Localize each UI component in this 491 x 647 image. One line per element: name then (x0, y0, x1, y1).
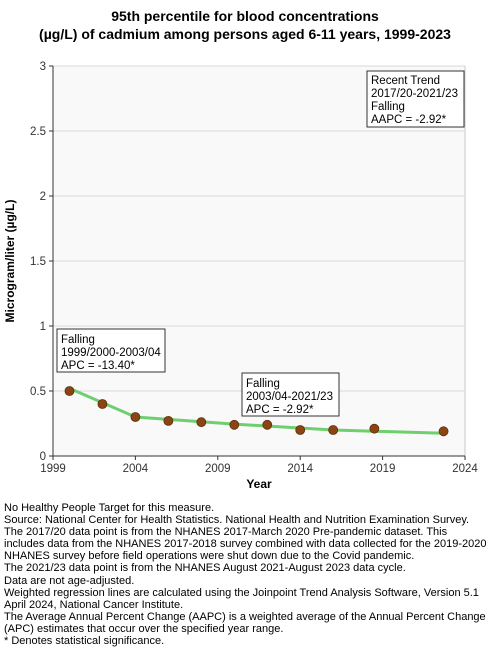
data-point (369, 423, 380, 434)
annotation-text: Falling (371, 101, 405, 113)
footnote: Data are not age-adjusted. (4, 574, 135, 587)
data-point (130, 412, 141, 422)
y-tick-label: 1.5 (30, 256, 46, 268)
gridlines (53, 65, 465, 392)
data-point (97, 399, 108, 409)
x-axis-label: Year (246, 477, 272, 491)
footnote: Source: National Center for Health Stati… (4, 514, 470, 527)
y-tick-label: 2.5 (30, 126, 46, 138)
annotation-text: APC = -13.40* (61, 360, 135, 372)
footnotes: No Healthy People Target for this measur… (4, 502, 490, 647)
y-axis-ticks: 0 0.5 1 1.5 2 2.5 3 (30, 61, 53, 463)
data-point (163, 415, 174, 426)
footnote: No Healthy People Target for this measur… (4, 502, 215, 514)
annotation-text: Recent Trend (371, 75, 440, 87)
footnote: The 2021/23 data point is from the NHANE… (4, 562, 406, 575)
chart-title-line-1: 95th percentile for blood concentrations (111, 8, 379, 24)
series-layer (64, 386, 449, 437)
annotation-text: 1999/2000-2003/04 (61, 347, 161, 359)
annotation-text: APC = -2.92* (246, 404, 314, 416)
chart: 95th percentile for blood concentrations… (3, 8, 478, 491)
annotation-recent-trend: Recent Trend 2017/20-2021/23 Falling AAP… (366, 70, 465, 128)
footnote: * Denotes statistical significance. (4, 635, 165, 647)
y-tick-label: 0.5 (30, 386, 46, 398)
x-tick-label: 2024 (452, 463, 478, 475)
y-tick-label: 1 (40, 321, 46, 333)
footnote: The 2017/20 data point is from the NHANE… (4, 526, 487, 563)
annotation-text: 2017/20-2021/23 (371, 88, 458, 100)
data-point (262, 419, 273, 430)
annotation-box (366, 70, 465, 128)
annotation-text: Falling (61, 334, 95, 346)
annotation-apc-2: Falling 2003/04-2021/23 APC = -2.92* (241, 372, 340, 417)
footnote: Weighted regression lines are calculated… (4, 586, 479, 611)
y-axis-label: Microgram/liter (µg/L) (3, 200, 17, 323)
data-point (64, 386, 75, 396)
annotation-box (241, 372, 340, 417)
x-axis-ticks: 1999 2004 2009 2014 2019 2024 (40, 456, 478, 475)
y-tick-label: 2 (40, 191, 46, 203)
y-tick-label: 0 (40, 451, 46, 463)
data-point (328, 425, 339, 435)
x-tick-label: 1999 (40, 463, 66, 475)
annotation-text: AAPC = -2.92* (371, 114, 447, 126)
annotation-text: Falling (246, 378, 280, 390)
data-point (438, 426, 449, 437)
annotation-text: 2003/04-2021/23 (246, 391, 333, 403)
data-point (229, 419, 240, 430)
annotation-box (56, 328, 166, 373)
annotation-apc-1: Falling 1999/2000-2003/04 APC = -13.40* (56, 328, 166, 373)
x-tick-label: 2004 (123, 463, 149, 475)
chart-title-line-2: (µg/L) of cadmium among persons aged 6-1… (39, 26, 451, 42)
data-point (196, 417, 207, 428)
footnote: The Average Annual Percent Change (AAPC)… (4, 610, 486, 635)
x-tick-label: 2009 (205, 463, 231, 475)
x-tick-label: 2019 (370, 463, 396, 475)
data-point (295, 425, 306, 435)
y-tick-label: 3 (40, 61, 46, 73)
x-tick-label: 2014 (287, 463, 313, 475)
